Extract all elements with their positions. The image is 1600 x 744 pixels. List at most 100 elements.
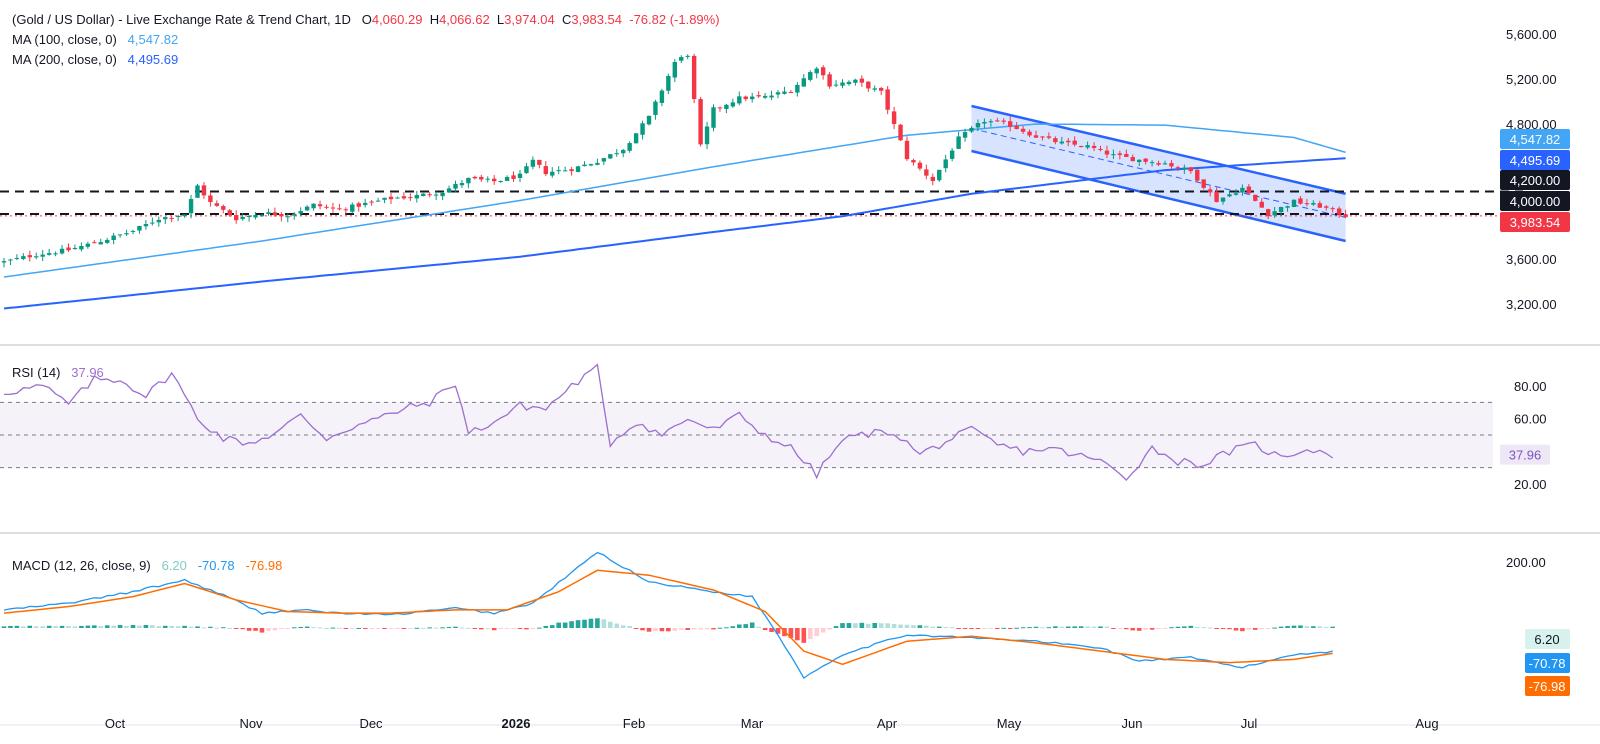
macd-histogram-bar xyxy=(420,627,426,629)
macd-histogram-bar xyxy=(440,627,445,629)
candle xyxy=(614,149,619,157)
macd-histogram-bar xyxy=(756,626,761,628)
macd-histogram-bar xyxy=(362,628,368,629)
candle-body xyxy=(279,213,284,217)
macd-histogram-bar xyxy=(930,626,936,628)
candle xyxy=(704,121,710,150)
candle-body xyxy=(1278,206,1284,213)
candle-body xyxy=(640,123,645,135)
candle xyxy=(1317,200,1322,208)
candle xyxy=(1291,199,1297,208)
macd-histogram-bar xyxy=(79,625,84,628)
candle xyxy=(956,131,961,149)
macd-histogram-bar xyxy=(285,628,291,629)
macd-histogram-bar xyxy=(427,627,432,629)
candle-body xyxy=(756,95,761,97)
macd-histogram-bar xyxy=(788,628,794,638)
ma100-legend[interactable]: MA (100, close, 0) 4,547.82 xyxy=(12,32,178,47)
macd-axis-tick: 200.00 xyxy=(1506,555,1546,570)
time-axis-tick: Nov xyxy=(239,716,263,731)
macd-histogram-bar xyxy=(1072,626,1077,628)
macd-histogram-bar xyxy=(162,625,168,628)
candle xyxy=(1227,190,1232,198)
candle xyxy=(1304,198,1310,207)
candle-body xyxy=(272,212,278,216)
macd-histogram-bar xyxy=(1020,627,1026,629)
candle xyxy=(982,118,987,129)
candle xyxy=(459,180,465,189)
macd-histogram-bar xyxy=(330,627,336,629)
macd-histogram-bar xyxy=(1182,626,1187,628)
candle xyxy=(156,216,161,227)
macd-histogram-bar xyxy=(472,628,478,629)
macd-histogram-bar xyxy=(195,626,200,628)
macd-histogram-bar xyxy=(846,623,852,628)
candle xyxy=(311,203,316,211)
candle xyxy=(820,65,826,80)
macd-line-badge: -70.78 xyxy=(1525,653,1570,673)
candle xyxy=(930,173,935,186)
macd-histogram-bar xyxy=(98,626,104,628)
macd-histogram-bar xyxy=(749,622,755,628)
macd-histogram-bar xyxy=(1272,627,1277,629)
candle-body xyxy=(1078,146,1084,148)
candle-body xyxy=(1311,202,1316,205)
candle xyxy=(395,196,400,199)
candle xyxy=(756,91,761,98)
candle-body xyxy=(840,82,845,86)
macd-histogram-bar xyxy=(562,622,568,628)
candle xyxy=(382,197,387,204)
candle xyxy=(21,253,26,261)
candle-body xyxy=(201,185,207,196)
candle-body xyxy=(1085,145,1090,148)
rsi-legend[interactable]: RSI (14) 37.96 xyxy=(12,365,104,380)
candle-body xyxy=(879,88,884,91)
candle xyxy=(433,191,439,201)
candle-body xyxy=(795,84,800,93)
macd-histogram-bar xyxy=(595,618,600,628)
macd-histogram-bar xyxy=(608,621,613,628)
ma200-legend[interactable]: MA (200, close, 0) 4,495.69 xyxy=(12,52,178,67)
rsi-panel: 80.00 60.00 20.00 37.96 xyxy=(0,363,1550,492)
candle xyxy=(1143,158,1148,165)
candle-body xyxy=(1001,120,1006,122)
macd-histogram-bar xyxy=(1253,628,1258,630)
macd-histogram-bar xyxy=(92,625,97,628)
candle xyxy=(1220,197,1226,205)
macd-hist-value: 6.20 xyxy=(161,558,187,573)
macd-histogram-bar xyxy=(833,626,839,628)
candle xyxy=(1343,209,1348,219)
candle-body xyxy=(1317,203,1322,208)
macd-histogram-bar xyxy=(807,628,813,640)
candle-body xyxy=(511,175,516,179)
candle-body xyxy=(285,216,290,218)
candle xyxy=(46,248,52,256)
candle-body xyxy=(234,215,239,221)
candle-body xyxy=(724,104,729,109)
open-value: 4,060.29 xyxy=(371,12,423,27)
macd-histogram-bar xyxy=(33,626,39,628)
price-axis-tick: 5,200.00 xyxy=(1506,72,1557,87)
candle-body xyxy=(1053,138,1058,143)
candle xyxy=(259,214,265,217)
candle-body xyxy=(1033,135,1039,138)
macd-legend[interactable]: MACD (12, 26, close, 9) 6.20 -70.78 -76.… xyxy=(12,558,282,573)
macd-histogram-bar xyxy=(678,628,684,630)
macd-histogram-bar xyxy=(1246,628,1252,630)
candle-body xyxy=(575,166,581,172)
candle-body xyxy=(962,132,968,138)
macd-histogram-bar xyxy=(221,627,226,629)
candle-body xyxy=(659,90,665,103)
candle xyxy=(1188,166,1193,174)
candle-body xyxy=(408,197,413,199)
macd-histogram-bar xyxy=(672,628,678,631)
candle-body xyxy=(1343,214,1348,218)
macd-histogram-bar xyxy=(201,627,207,629)
candle-body xyxy=(1066,140,1071,143)
macd-histogram-bar xyxy=(1117,628,1123,629)
macd-histogram-bar xyxy=(588,618,594,628)
macd-histogram-bar xyxy=(266,628,271,631)
macd-histogram-bar xyxy=(898,624,903,628)
candle xyxy=(1214,187,1219,203)
